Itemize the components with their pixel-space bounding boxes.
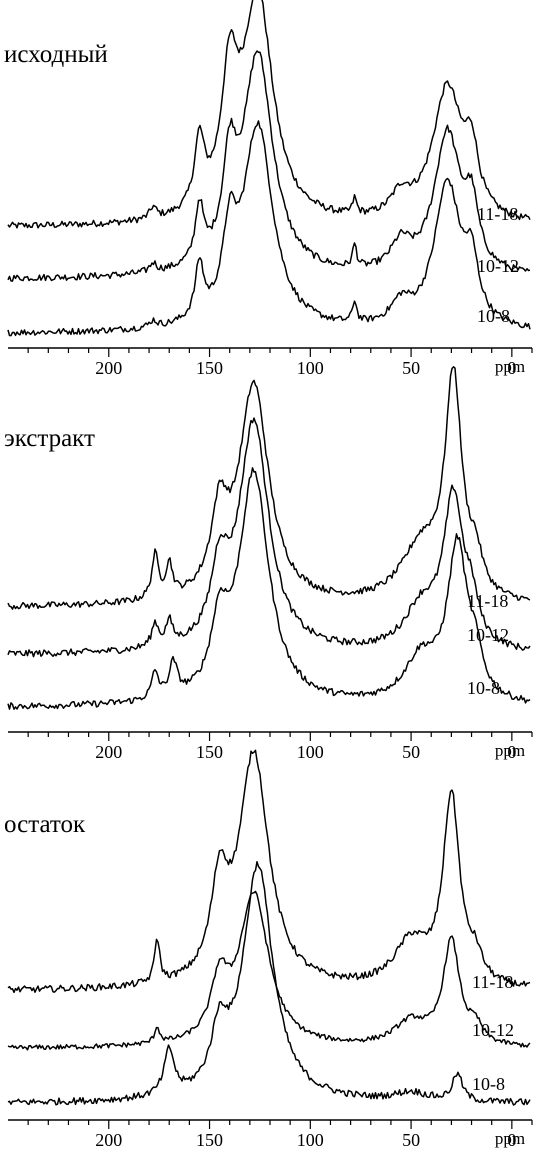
x-tick-label: 150 [196,742,223,762]
x-tick-label: 50 [402,742,420,762]
x-tick-label: 150 [196,358,223,378]
x-axis-unit-label: ppm [495,741,525,760]
x-tick-label: 0 [507,358,516,378]
series-label: 11-18 [477,204,518,224]
x-tick-label: 50 [402,358,420,378]
x-tick-label: 100 [297,1130,324,1150]
spectrum-line-10-12 [7,50,531,282]
series-label: 11-18 [467,591,508,611]
x-tick-label: 100 [297,358,324,378]
series-label: 10-8 [477,306,510,326]
series-label: 10-12 [477,256,519,276]
spectrum-line-10-8 [7,861,531,1106]
spectrum-line-11-18 [7,366,531,610]
spectrum-line-11-18 [7,749,531,994]
x-tick-label: 50 [402,1130,420,1150]
panel-title: исходный [4,41,108,68]
x-tick-label: 200 [95,358,122,378]
spectrum-line-10-12 [7,890,531,1051]
panel-title: экстракт [4,425,95,452]
series-label: 10-12 [467,625,509,645]
panel-title: остаток [4,811,86,838]
x-tick-label: 150 [196,1130,223,1150]
series-label: 10-8 [467,678,500,698]
spectrum-line-10-8 [7,120,531,337]
spectrum-line-11-18 [7,0,531,229]
spectrum-line-10-12 [7,417,531,658]
series-label: 10-12 [472,1020,514,1040]
x-tick-label: 200 [95,742,122,762]
x-axis-unit-label: ppm [495,357,525,376]
x-tick-label: 0 [507,1130,516,1150]
spectrum-line-10-8 [7,467,531,710]
x-tick-label: 100 [297,742,324,762]
x-tick-label: 0 [507,742,516,762]
x-tick-label: 200 [95,1130,122,1150]
x-axis-unit-label: ppm [495,1129,525,1148]
series-label: 11-18 [472,972,513,992]
series-label: 10-8 [472,1074,505,1094]
